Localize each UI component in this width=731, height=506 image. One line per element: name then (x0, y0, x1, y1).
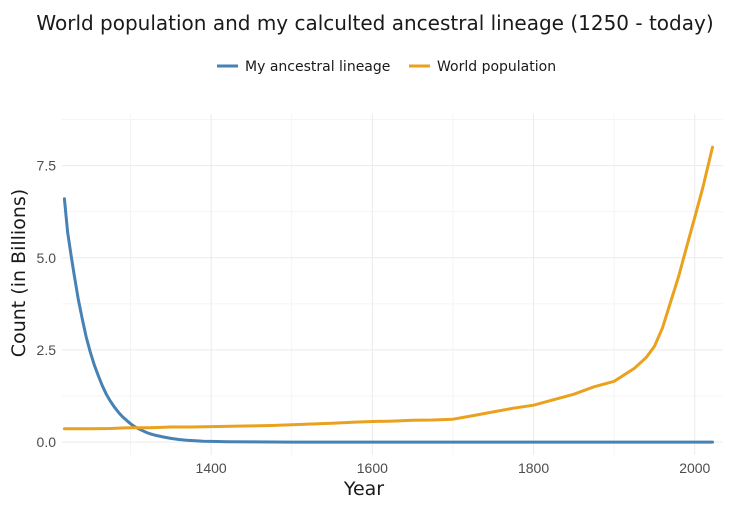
legend: My ancestral lineage World population (217, 59, 556, 75)
x-tick-label: 1400 (196, 460, 227, 476)
x-tick-label: 1600 (357, 460, 388, 476)
legend-label-ancestral: My ancestral lineage (245, 59, 390, 75)
y-tick-label: 5.0 (37, 250, 57, 266)
y-tick-label: 7.5 (37, 158, 57, 174)
x-axis-title: Year (343, 478, 384, 500)
series-line-ancestral-lineage (62, 197, 714, 444)
tick-labels: 1400 1600 1800 2000 0.0 2.5 5.0 7.5 (37, 158, 711, 476)
x-tick-label: 1800 (518, 460, 549, 476)
series-line-world-population (62, 145, 714, 431)
y-tick-label: 0.0 (37, 434, 57, 450)
series-lines (62, 145, 714, 444)
y-tick-label: 2.5 (37, 342, 57, 358)
x-tick-label: 2000 (679, 460, 710, 476)
legend-label-population: World population (437, 59, 556, 75)
chart-title: World population and my calculted ancest… (36, 11, 713, 35)
grid-lines (62, 114, 723, 455)
y-axis-title: Count (in Billions) (8, 189, 30, 357)
